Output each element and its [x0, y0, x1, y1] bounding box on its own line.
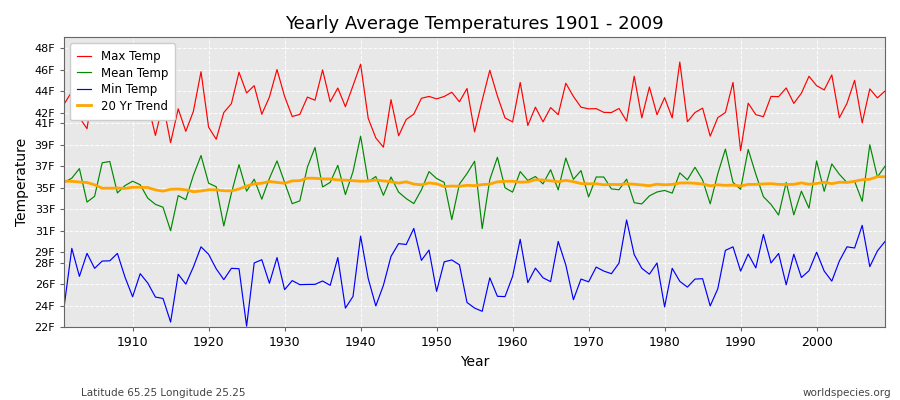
20 Yr Trend [606, 182, 616, 187]
20 Yr Trend [872, 174, 883, 179]
Line: 20 Yr Trend: 20 Yr Trend [64, 177, 885, 192]
20 Yr Trend [188, 189, 199, 194]
Max Temp [598, 110, 609, 115]
Max Temp [879, 89, 890, 94]
Mean Temp [879, 164, 890, 169]
20 Yr Trend [508, 179, 518, 184]
Max Temp [120, 110, 130, 115]
20 Yr Trend [515, 180, 526, 184]
Line: Min Temp: Min Temp [64, 220, 885, 326]
Mean Temp [294, 198, 305, 203]
Max Temp [332, 86, 343, 90]
Max Temp [58, 102, 69, 106]
Max Temp [735, 148, 746, 153]
Mean Temp [120, 183, 130, 188]
20 Yr Trend [294, 178, 305, 183]
Min Temp [120, 275, 130, 280]
Min Temp [294, 282, 305, 287]
Max Temp [674, 60, 685, 64]
Y-axis label: Temperature: Temperature [15, 138, 29, 226]
Mean Temp [522, 178, 533, 183]
Mean Temp [515, 169, 526, 174]
Min Temp [58, 304, 69, 308]
Mean Temp [356, 134, 366, 138]
Line: Max Temp: Max Temp [64, 62, 885, 151]
20 Yr Trend [120, 186, 130, 191]
Mean Temp [58, 180, 69, 185]
Max Temp [287, 114, 298, 119]
Mean Temp [166, 228, 176, 233]
20 Yr Trend [879, 174, 890, 179]
Mean Temp [614, 187, 625, 192]
Min Temp [515, 237, 526, 242]
Line: Mean Temp: Mean Temp [64, 136, 885, 231]
Legend: Max Temp, Mean Temp, Min Temp, 20 Yr Trend: Max Temp, Mean Temp, Min Temp, 20 Yr Tre… [70, 43, 176, 120]
Min Temp [241, 324, 252, 328]
X-axis label: Year: Year [460, 355, 490, 369]
Mean Temp [340, 192, 351, 197]
Min Temp [879, 239, 890, 244]
Min Temp [606, 271, 616, 276]
Text: worldspecies.org: worldspecies.org [803, 388, 891, 398]
Min Temp [508, 274, 518, 279]
Title: Yearly Average Temperatures 1901 - 2009: Yearly Average Temperatures 1901 - 2009 [285, 15, 664, 33]
20 Yr Trend [58, 179, 69, 184]
Min Temp [621, 218, 632, 222]
Max Temp [500, 116, 510, 120]
20 Yr Trend [340, 178, 351, 182]
Text: Latitude 65.25 Longitude 25.25: Latitude 65.25 Longitude 25.25 [81, 388, 246, 398]
Min Temp [340, 306, 351, 310]
Max Temp [508, 120, 518, 124]
